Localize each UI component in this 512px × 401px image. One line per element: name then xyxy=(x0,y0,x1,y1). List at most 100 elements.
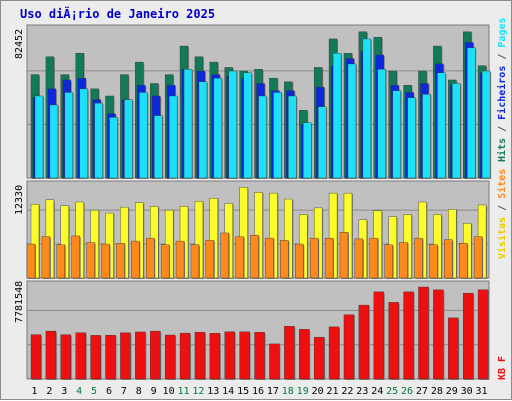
bar-sites-day-15 xyxy=(235,236,244,279)
bar-sites-day-7 xyxy=(116,243,125,279)
bar-kb-f-day-26 xyxy=(403,291,414,380)
x-tick-label-9: 9 xyxy=(151,386,157,397)
bar-pages-day-20 xyxy=(317,106,327,179)
x-tick-label-18: 18 xyxy=(282,386,294,397)
bar-pages-day-21 xyxy=(332,53,342,179)
bar-pages-day-14 xyxy=(228,70,237,179)
bar-kb-f-day-10 xyxy=(164,334,176,380)
bar-sites-day-18 xyxy=(280,240,289,279)
bar-sites-day-9 xyxy=(146,237,155,279)
x-tick-label-23: 23 xyxy=(356,386,368,397)
bar-pages-day-12 xyxy=(198,81,208,179)
bar-pages-day-19 xyxy=(303,122,312,179)
bar-kb-f-day-25 xyxy=(388,302,399,380)
bar-kb-f-day-8 xyxy=(135,331,146,380)
bar-pages-day-11 xyxy=(183,69,193,179)
bar-pages-day-1 xyxy=(34,95,44,179)
bar-kb-f-day-1 xyxy=(30,334,42,380)
bar-sites-day-28 xyxy=(429,244,438,279)
x-tick-label-3: 3 xyxy=(61,386,67,397)
bar-kb-f-day-29 xyxy=(448,317,459,380)
bar-pages-day-15 xyxy=(243,72,252,179)
bar-pages-day-31 xyxy=(481,70,491,179)
x-tick-label-30: 30 xyxy=(461,386,473,397)
bar-sites-day-19 xyxy=(295,243,304,279)
x-tick-label-4: 4 xyxy=(76,386,82,397)
bar-sites-day-5 xyxy=(86,242,95,279)
bar-sites-day-30 xyxy=(458,243,468,279)
bar-pages-day-27 xyxy=(422,94,431,179)
x-tick-label-28: 28 xyxy=(431,386,443,397)
bar-kb-f-day-15 xyxy=(239,331,250,380)
x-tick-label-2: 2 xyxy=(46,386,52,397)
x-tick-label-31: 31 xyxy=(476,386,488,397)
x-tick-label-21: 21 xyxy=(326,386,338,397)
bar-kb-f-day-13 xyxy=(209,333,221,380)
bar-sites-day-20 xyxy=(309,237,319,279)
bar-pages-day-6 xyxy=(109,117,118,179)
bar-pages-day-18 xyxy=(288,95,297,179)
x-tick-label-10: 10 xyxy=(163,386,175,397)
bar-pages-day-29 xyxy=(452,83,461,179)
bar-kb-f-day-20 xyxy=(313,336,325,380)
bar-kb-f-day-11 xyxy=(179,332,191,380)
x-tick-label-24: 24 xyxy=(371,386,383,397)
bar-pages-day-9 xyxy=(154,115,163,179)
bar-kb-f-day-16 xyxy=(254,332,265,380)
bar-sites-day-3 xyxy=(56,244,66,279)
bar-sites-day-12 xyxy=(190,244,200,279)
bar-sites-day-11 xyxy=(175,240,185,279)
x-tick-label-13: 13 xyxy=(207,386,219,397)
bar-pages-day-2 xyxy=(49,104,59,179)
bar-kb-f-day-3 xyxy=(60,334,72,380)
x-tick-label-27: 27 xyxy=(416,386,428,397)
x-tick-label-5: 5 xyxy=(91,386,97,397)
bar-kb-f-day-9 xyxy=(150,330,161,380)
bar-sites-day-6 xyxy=(101,243,110,279)
bar-sites-day-25 xyxy=(384,244,393,279)
x-tick-label-19: 19 xyxy=(297,386,309,397)
bar-pages-day-17 xyxy=(273,92,282,179)
bar-sites-day-21 xyxy=(324,237,334,279)
bar-pages-day-7 xyxy=(124,99,133,179)
bar-kb-f-day-28 xyxy=(433,289,444,380)
bar-pages-day-5 xyxy=(94,102,103,179)
bar-kb-f-day-21 xyxy=(328,326,340,380)
bar-kb-f-day-6 xyxy=(105,335,116,380)
bar-pages-day-30 xyxy=(466,47,476,179)
bar-sites-day-1 xyxy=(26,243,36,279)
bar-pages-day-28 xyxy=(437,72,446,179)
bar-pages-day-13 xyxy=(213,77,223,179)
bar-kb-f-day-30 xyxy=(462,292,474,380)
bar-sites-day-24 xyxy=(369,237,378,279)
x-tick-label-15: 15 xyxy=(237,386,249,397)
bar-sites-day-14 xyxy=(220,232,229,279)
bar-pages-day-25 xyxy=(392,90,401,179)
x-tick-label-1: 1 xyxy=(31,386,37,397)
bar-pages-day-3 xyxy=(64,92,74,179)
x-tick-label-29: 29 xyxy=(446,386,458,397)
x-tick-label-16: 16 xyxy=(252,386,264,397)
bar-pages-day-16 xyxy=(258,95,267,179)
bar-sites-day-27 xyxy=(414,237,423,279)
bar-sites-day-13 xyxy=(205,240,215,279)
bar-sites-day-2 xyxy=(41,236,51,279)
bar-pages-day-10 xyxy=(168,95,178,179)
bar-sites-day-22 xyxy=(339,232,349,279)
bar-pages-day-4 xyxy=(79,88,88,179)
bar-kb-f-day-2 xyxy=(45,330,57,380)
bar-kb-f-day-14 xyxy=(224,331,235,380)
bar-kb-f-day-5 xyxy=(90,335,101,380)
bar-sites-day-17 xyxy=(265,237,274,279)
x-tick-label-8: 8 xyxy=(136,386,142,397)
bar-kb-f-day-7 xyxy=(120,332,131,380)
bar-kb-f-day-18 xyxy=(284,326,295,380)
bar-pages-day-23 xyxy=(362,38,372,179)
bar-sites-day-26 xyxy=(399,242,408,279)
x-tick-label-22: 22 xyxy=(341,386,353,397)
x-tick-label-14: 14 xyxy=(222,386,234,397)
bar-pages-day-8 xyxy=(139,92,148,179)
bar-pages-day-26 xyxy=(407,97,416,179)
